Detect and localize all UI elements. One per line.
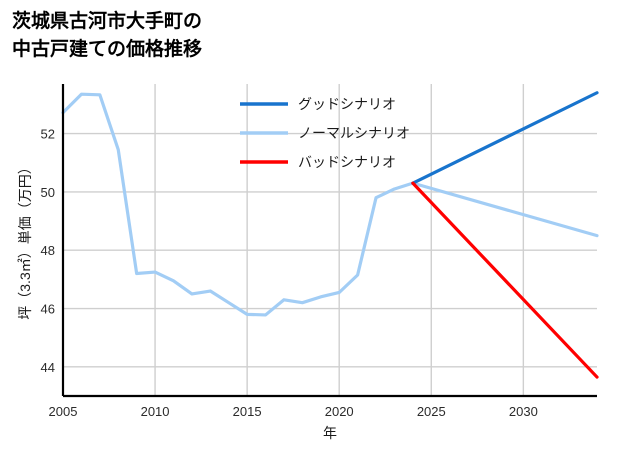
y-tick-label: 52	[41, 127, 55, 142]
chart-title: 茨城県古河市大手町の 中古戸建ての価格推移	[12, 8, 202, 63]
x-tick-label: 2025	[417, 404, 446, 419]
chart-title-line1: 茨城県古河市大手町の	[12, 11, 203, 32]
axis-titles: 年 坪（3.3㎡）単価（万円）	[17, 160, 337, 441]
x-tick-label: 2015	[233, 404, 262, 419]
y-axis-title: 坪（3.3㎡）単価（万円）	[17, 160, 33, 319]
legend-label: ノーマルシナリオ	[298, 125, 410, 141]
x-tick-label: 2005	[49, 404, 78, 419]
x-tick-label: 2030	[509, 404, 538, 419]
legend-label: グッドシナリオ	[298, 96, 396, 112]
axes	[61, 84, 597, 398]
series-line	[61, 92, 599, 317]
y-tick-label: 48	[41, 243, 55, 258]
x-tick-label: 2010	[141, 404, 170, 419]
tick-labels: 44 46 48 50 52 2005 2010 2015 2020 2025 2030	[41, 127, 538, 419]
y-tick-label: 46	[41, 302, 55, 317]
series-line	[411, 181, 599, 379]
x-tick-label: 2020	[325, 404, 354, 419]
series-lines	[61, 91, 599, 379]
series-line	[411, 91, 599, 185]
legend-label: バッドシナリオ	[298, 154, 396, 170]
y-tick-label: 44	[41, 360, 55, 375]
x-axis-title: 年	[323, 425, 337, 441]
y-tick-label: 50	[41, 185, 55, 200]
chart-title-line2: 中古戸建ての価格推移	[12, 38, 203, 60]
